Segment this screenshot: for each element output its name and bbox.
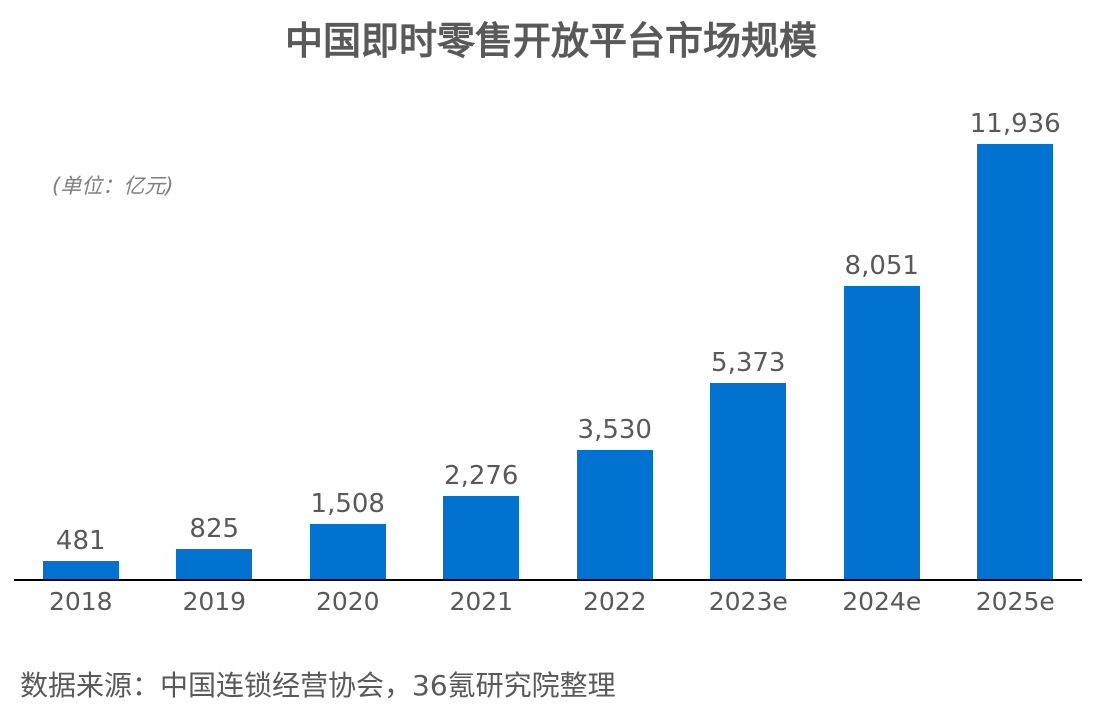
x-axis-line: [14, 579, 1082, 581]
x-tick-label-2022: 2022: [582, 587, 647, 616]
source-note: 数据来源：中国连锁经营协会，36氪研究院整理: [20, 669, 616, 702]
chart-title: 中国即时零售开放平台市场规模: [284, 19, 817, 63]
bar-column-2024e: 8,051: [815, 253, 949, 579]
bar-value-label: 481: [55, 526, 106, 556]
bar-column-2022: 3,530: [548, 417, 682, 579]
x-tick-label-2021: 2021: [449, 587, 514, 616]
bar-value-label: 3,530: [577, 415, 652, 445]
bar-column-2025e: 11,936: [949, 111, 1083, 579]
bar-2021: [443, 496, 520, 579]
bar-2020: [309, 524, 386, 579]
bar-2018: [42, 561, 119, 579]
x-tick-label-2019: 2019: [182, 587, 247, 616]
bar-2025e: [977, 144, 1054, 579]
bars-container: 481 825 1,508 2,276 3,530 5,373 8,051 11,936: [14, 0, 1082, 579]
bar-value-label: 11,936: [969, 109, 1061, 139]
bar-value-label: 8,051: [844, 251, 919, 281]
bar-value-label: 1,508: [310, 489, 385, 519]
bar-column-2021: 2,276: [415, 463, 549, 579]
x-tick-label-2018: 2018: [48, 587, 113, 616]
x-tick-label-2020: 2020: [315, 587, 380, 616]
plot-area: 481 825 1,508 2,276 3,530 5,373 8,051 11,936 20…: [14, 0, 1082, 640]
x-axis-labels: 2018 2019 2020 2021 2022 2023e 2024e 2025e: [14, 587, 1082, 616]
bar-column-2019: 825: [148, 516, 282, 579]
bar-value-label: 825: [189, 514, 240, 544]
bar-column-2023e: 5,373: [682, 350, 816, 579]
bar-2023e: [710, 383, 787, 579]
x-tick-label-2023e: 2023e: [708, 587, 788, 616]
x-tick-label-2025e: 2025e: [975, 587, 1055, 616]
bar-value-label: 5,373: [711, 348, 786, 378]
x-tick-label-2024e: 2024e: [842, 587, 922, 616]
bar-2022: [576, 450, 653, 579]
bar-column-2020: 1,508: [281, 491, 415, 579]
bar-column-2018: 481: [14, 528, 148, 579]
bar-2019: [176, 549, 253, 579]
unit-label: (单位：亿元): [52, 174, 174, 198]
bar-2024e: [843, 286, 920, 579]
bar-value-label: 2,276: [444, 461, 519, 491]
